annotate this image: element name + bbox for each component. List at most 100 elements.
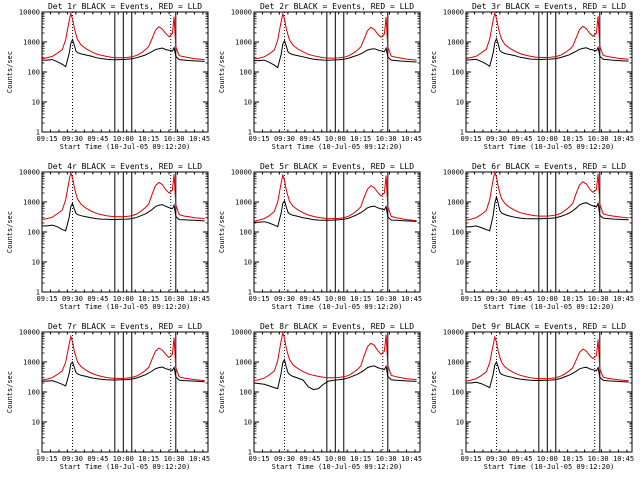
y-tick-label: 1	[36, 129, 40, 137]
y-tick-label: 10	[32, 419, 40, 427]
x-tick-label: 09:45	[299, 455, 320, 463]
x-axis-label: Start Time (10-Jul-05 09:12:20)	[484, 463, 615, 471]
chart-panel-1: Det 1r BLACK = Events, RED = LLD 1 10 100 10…	[6, 2, 210, 151]
y-tick-label: 100	[239, 389, 252, 397]
y-tick-label: 10000	[443, 329, 464, 337]
x-tick-label: 09:15	[37, 135, 58, 143]
y-tick-label: 10000	[231, 169, 252, 177]
x-tick-label: 10:15	[562, 455, 583, 463]
y-tick-label: 100	[27, 229, 40, 237]
x-tick-label: 10:00	[325, 135, 346, 143]
x-tick-label: 10:30	[588, 455, 609, 463]
x-tick-label: 09:45	[87, 295, 108, 303]
y-tick-label: 10000	[231, 329, 252, 337]
chart-title: Det 5r BLACK = Events, RED = LLD	[260, 162, 414, 171]
series-line-events	[254, 199, 417, 228]
y-tick-label: 1000	[447, 199, 464, 207]
series-line-lld	[465, 11, 629, 60]
series-line-lld	[253, 330, 417, 382]
x-tick-label: 09:15	[249, 135, 270, 143]
x-tick-label: 10:30	[376, 295, 397, 303]
x-tick-label: 10:45	[189, 455, 210, 463]
x-axis-label: Start Time (10-Jul-05 09:12:20)	[484, 303, 615, 311]
y-tick-label: 10000	[443, 9, 464, 17]
chart-panel-3: Det 3r BLACK = Events, RED = LLD 1 10 100 10…	[430, 2, 634, 151]
y-tick-label: 1000	[235, 359, 252, 367]
y-tick-label: 10	[32, 99, 40, 107]
x-tick-label: 09:15	[461, 455, 482, 463]
chart-title: Det 9r BLACK = Events, RED = LLD	[472, 322, 626, 331]
y-axis-label: Counts/sec	[218, 371, 226, 413]
x-tick-label: 09:45	[87, 455, 108, 463]
x-axis-label: Start Time (10-Jul-05 09:12:20)	[272, 463, 403, 471]
y-tick-label: 10	[244, 99, 252, 107]
chart-title: Det 3r BLACK = Events, RED = LLD	[472, 2, 626, 11]
panel-grid: Det 1r BLACK = Events, RED = LLD11010010…	[6, 2, 634, 471]
chart-title: Det 7r BLACK = Events, RED = LLD	[48, 322, 202, 331]
y-axis-label: Counts/sec	[430, 211, 438, 253]
x-axis: 09:15 09:30 09:45 10:00 10:15 10:30 10:45	[249, 332, 422, 463]
y-tick-label: 1000	[447, 39, 464, 47]
y-tick-label: 1000	[23, 359, 40, 367]
x-axis: 09:15 09:30 09:45 10:00 10:15 10:30 10:45	[37, 332, 210, 463]
series-line-lld	[41, 170, 205, 221]
x-tick-label: 10:30	[164, 295, 185, 303]
y-tick-label: 10000	[19, 329, 40, 337]
x-axis: 09:15 09:30 09:45 10:00 10:15 10:30 10:45	[37, 12, 210, 143]
y-axis-label: Counts/sec	[6, 51, 14, 93]
series-line-events	[466, 360, 629, 389]
x-tick-label: 10:15	[562, 135, 583, 143]
chart-title: Det 1r BLACK = Events, RED = LLD	[48, 2, 202, 11]
x-tick-label: 10:30	[164, 135, 185, 143]
y-tick-label: 1	[460, 449, 464, 457]
y-tick-label: 1	[248, 449, 252, 457]
x-tick-label: 10:45	[401, 455, 422, 463]
x-tick-label: 09:15	[461, 295, 482, 303]
series-line-lld	[465, 170, 629, 221]
x-tick-label: 10:30	[376, 455, 397, 463]
x-tick-label: 09:30	[486, 455, 507, 463]
y-tick-label: 100	[27, 69, 40, 77]
x-tick-label: 10:30	[588, 135, 609, 143]
x-tick-label: 10:00	[325, 455, 346, 463]
x-tick-label: 09:30	[274, 295, 295, 303]
chart-title: Det 6r BLACK = Events, RED = LLD	[472, 162, 626, 171]
series-line-events	[254, 39, 417, 69]
y-tick-label: 1	[248, 129, 252, 137]
x-tick-label: 10:45	[613, 455, 634, 463]
y-axis-label: Counts/sec	[6, 371, 14, 413]
x-tick-label: 09:15	[249, 295, 270, 303]
x-tick-label: 09:15	[249, 455, 270, 463]
x-tick-label: 09:45	[299, 135, 320, 143]
y-axis: 1 10 100 1000 10000	[19, 329, 208, 457]
series-line-events	[466, 196, 629, 232]
y-axis: 1 10 100 1000 10000	[443, 9, 632, 137]
y-tick-label: 1000	[447, 359, 464, 367]
series-line-events	[42, 202, 205, 232]
y-tick-label: 10	[456, 99, 464, 107]
x-tick-label: 09:45	[87, 135, 108, 143]
x-axis-label: Start Time (10-Jul-05 09:12:20)	[272, 303, 403, 311]
chart-panel-4: Det 4r BLACK = Events, RED = LLD 1 10 100 10…	[6, 162, 210, 311]
x-tick-label: 10:15	[350, 295, 371, 303]
y-tick-label: 1000	[23, 199, 40, 207]
y-tick-label: 1000	[23, 39, 40, 47]
x-tick-label: 10:45	[613, 135, 634, 143]
x-tick-label: 09:45	[511, 455, 532, 463]
y-tick-label: 10000	[231, 9, 252, 17]
y-tick-label: 10000	[443, 169, 464, 177]
x-tick-label: 10:15	[350, 135, 371, 143]
x-axis-label: Start Time (10-Jul-05 09:12:20)	[272, 143, 403, 151]
x-tick-label: 09:30	[62, 455, 83, 463]
x-axis-label: Start Time (10-Jul-05 09:12:20)	[60, 143, 191, 151]
y-tick-label: 10	[244, 419, 252, 427]
x-axis: 09:15 09:30 09:45 10:00 10:15 10:30 10:45	[37, 172, 210, 303]
y-axis: 1 10 100 1000 10000	[19, 9, 208, 137]
x-tick-label: 10:15	[350, 455, 371, 463]
x-tick-label: 09:30	[486, 295, 507, 303]
x-tick-label: 10:00	[537, 295, 558, 303]
x-tick-label: 10:00	[113, 295, 134, 303]
chart-title: Det 8r BLACK = Events, RED = LLD	[260, 322, 414, 331]
x-tick-label: 09:30	[486, 135, 507, 143]
